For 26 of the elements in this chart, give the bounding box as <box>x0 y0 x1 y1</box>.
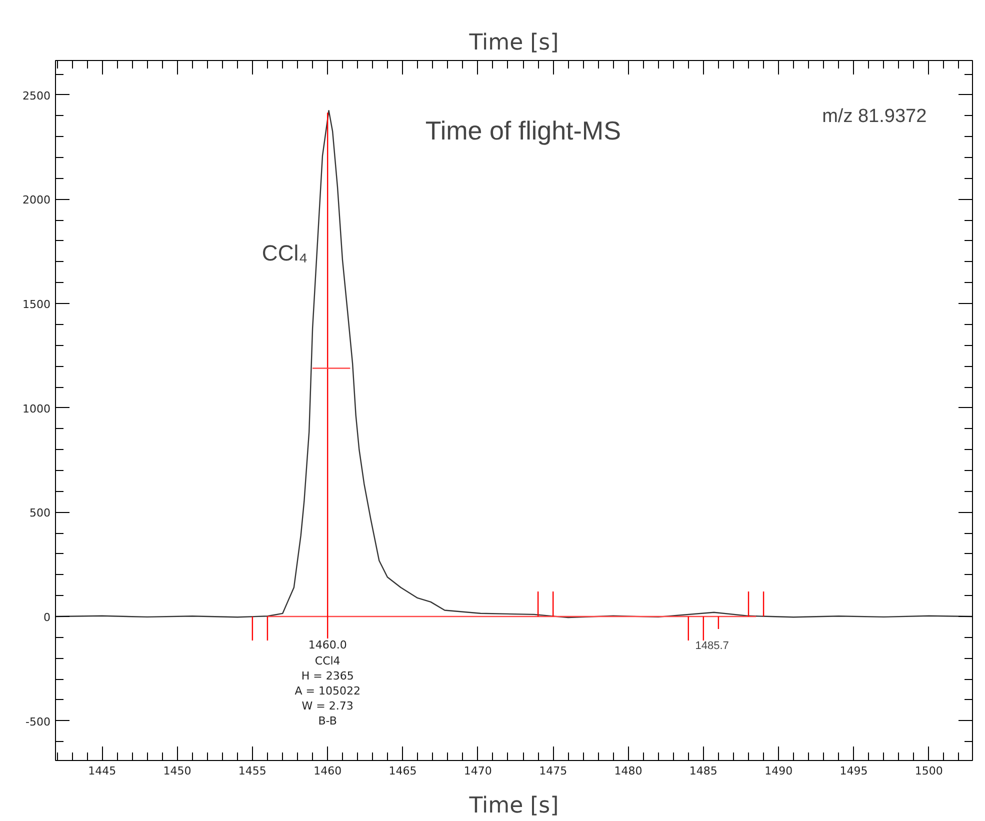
chart-title: Time [s] <box>468 30 559 56</box>
x-tick-label: 1450 <box>163 764 192 778</box>
annotation: 1485.7 <box>695 640 729 652</box>
annotation: Time of flight-MS <box>425 116 621 146</box>
x-tick-label: 1470 <box>464 764 492 778</box>
y-tick-label: 2000 <box>22 194 51 207</box>
y-tick-label: 1500 <box>22 298 51 312</box>
x-tick-label: 1490 <box>764 764 793 778</box>
annotation: 1460.0 CCl4 H = 2365 A = 105022 W = 2.73 B-B <box>294 638 360 728</box>
x-tick-label: 1495 <box>840 764 868 778</box>
y-tick-label: 500 <box>30 506 51 520</box>
x-tick-label: 1485 <box>689 764 718 778</box>
annotation: m/z 81.9372 <box>822 106 927 127</box>
annotation: CCl₄ <box>262 240 308 266</box>
x-tick-label: 1460 <box>314 764 342 778</box>
y-tick-label: 2500 <box>22 89 51 102</box>
x-tick-label: 1455 <box>238 764 266 778</box>
x-axis-title: Time [s] <box>468 794 559 818</box>
x-tick-label: 1500 <box>914 764 943 778</box>
x-tick-label: 1445 <box>88 764 116 778</box>
x-tick-label: 1475 <box>539 764 568 778</box>
x-tick-label: 1465 <box>388 764 417 778</box>
y-tick-label: 0 <box>44 611 50 624</box>
y-tick-label: 1000 <box>22 402 51 416</box>
x-tick-label: 1480 <box>614 764 642 778</box>
y-tick-label: -500 <box>26 715 51 728</box>
